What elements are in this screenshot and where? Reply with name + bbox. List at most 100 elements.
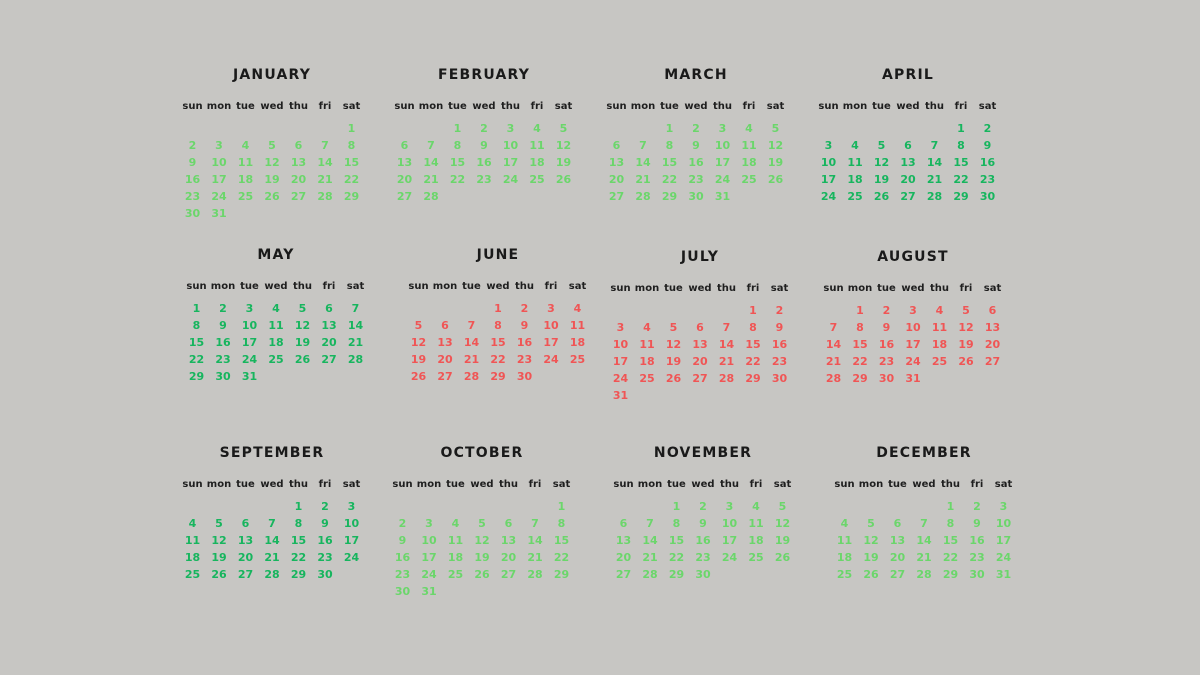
day-cell: 12 [264, 156, 280, 169]
day-cell: 4 [533, 122, 541, 135]
day-cell: 24 [612, 372, 629, 385]
day-cell: 6 [696, 321, 704, 334]
weekday-label: wed [684, 101, 708, 112]
day-cell: 5 [215, 517, 223, 530]
day-cell: 24 [721, 551, 738, 564]
day-cell: 1 [294, 500, 303, 513]
day-cell: 20 [437, 353, 453, 366]
month-august: AUGUST sun mon tue wed thu fri sat 1 2 3 4 5 6 7 8 9 10 11… [818, 248, 1008, 387]
day-grid: 1 2 3 4 5 6 7 8 9 10 11 12 13 14 15 16 17 18 19 20 21 22 23 24 2… [177, 498, 367, 583]
day-cell: 26 [873, 190, 890, 203]
day-cell: 30 [184, 207, 201, 220]
empty-cell [418, 120, 445, 137]
day-cell: 10 [714, 139, 731, 152]
day-cell: 19 [555, 156, 572, 169]
day-cell: 18 [748, 534, 764, 547]
day-grid: 1 2 3 4 5 6 7 8 9 10 11 12 13 14 15 16 17 18 19 20 21 22 23 24 2… [601, 120, 791, 205]
weekday-label: tue [660, 101, 679, 112]
day-cell: 14 [463, 336, 480, 349]
day-cell: 20 [396, 173, 413, 186]
day-cell: 6 [612, 139, 621, 152]
day-cell: 15 [953, 156, 969, 169]
day-cell: 1 [856, 304, 864, 317]
day-cell: 28 [463, 370, 480, 383]
day-cell: 9 [398, 534, 407, 547]
day-cell: 28 [825, 372, 842, 385]
weekday-label: sun [182, 101, 203, 112]
day-cell: 11 [529, 139, 545, 152]
day-cell: 17 [343, 534, 360, 547]
day-cell: 16 [215, 336, 231, 349]
weekday-label: thu [924, 101, 945, 112]
empty-cell [285, 120, 312, 137]
day-cell: 20 [889, 551, 906, 564]
weekday-label: fri [318, 479, 332, 490]
day-cell: 4 [188, 517, 197, 530]
weekday-label: tue [877, 283, 896, 294]
day-cell: 14 [825, 338, 842, 351]
day-cell: 7 [427, 139, 435, 152]
month-october: OCTOBER sun mon tue wed thu fri sat 1 2 3 4 5 6 7 8 9 10 1… [387, 444, 577, 600]
day-cell: 14 [916, 534, 932, 547]
day-cell: 26 [555, 173, 572, 186]
empty-cell [911, 498, 938, 515]
weekday-label: sat [346, 281, 365, 292]
day-cell: 15 [553, 534, 570, 547]
day-cell: 23 [516, 353, 533, 366]
day-cell: 5 [298, 302, 307, 315]
day-cell: 29 [343, 190, 360, 203]
weekday-label: fri [544, 281, 558, 292]
day-cell: 25 [836, 568, 853, 581]
day-cell: 22 [852, 355, 868, 368]
day-cell: 11 [847, 156, 863, 169]
weekday-header: sun mon tue wed thu fri sat [818, 282, 1008, 302]
weekday-label: thu [500, 101, 521, 112]
day-cell: 19 [474, 551, 490, 564]
day-cell: 26 [863, 568, 879, 581]
day-cell: 1 [665, 122, 674, 135]
day-cell: 18 [268, 336, 284, 349]
day-cell: 2 [775, 304, 784, 317]
day-cell: 28 [916, 568, 932, 581]
weekday-label: mon [842, 101, 868, 112]
day-cell: 2 [983, 122, 992, 135]
day-cell: 23 [771, 355, 788, 368]
day-cell: 15 [661, 156, 678, 169]
month-title: APRIL [881, 67, 934, 83]
day-cell: 16 [878, 338, 895, 351]
day-grid: 1 2 3 4 5 6 7 8 9 10 11 12 13 14 15 16 17 18 19 20 21 22 23 24 2… [813, 120, 1003, 205]
day-cell: 26 [767, 173, 784, 186]
day-cell: 20 [500, 551, 517, 564]
day-cell: 10 [421, 534, 437, 547]
weekday-header: sun mon tue wed thu fri sat [829, 478, 1019, 498]
weekday-label: thu [940, 479, 961, 490]
weekday-label: sat [342, 479, 361, 490]
day-cell: 3 [909, 304, 917, 317]
day-cell: 16 [771, 338, 788, 351]
day-grid: 1 2 3 4 5 6 7 8 9 10 11 12 13 14 15 16 17 18 19 20 21 22 23 24 2… [387, 498, 577, 600]
day-cell: 28 [527, 568, 543, 581]
month-title: SEPTEMBER [219, 445, 325, 461]
day-cell: 29 [942, 568, 959, 581]
day-cell: 1 [672, 500, 681, 513]
day-cell: 11 [569, 319, 586, 332]
day-cell: 2 [692, 122, 700, 135]
day-cell: 19 [767, 156, 784, 169]
day-cell: 13 [615, 534, 632, 547]
weekday-label: thu [292, 281, 313, 292]
weekday-header: sun mon tue wed thu fri sat [608, 478, 798, 498]
weekday-label: fri [322, 281, 336, 292]
day-cell: 30 [979, 190, 996, 203]
day-cell: 10 [612, 338, 629, 351]
day-cell: 19 [665, 355, 682, 368]
day-cell: 26 [410, 370, 427, 383]
day-cell: 14 [264, 534, 280, 547]
day-cell: 8 [347, 139, 356, 152]
day-cell: 13 [692, 338, 708, 351]
day-cell: 11 [237, 156, 254, 169]
weekday-label: fri [959, 283, 973, 294]
day-cell: 12 [873, 156, 890, 169]
day-cell: 10 [543, 319, 559, 332]
day-cell: 15 [668, 534, 685, 547]
day-cell: 28 [264, 568, 280, 581]
